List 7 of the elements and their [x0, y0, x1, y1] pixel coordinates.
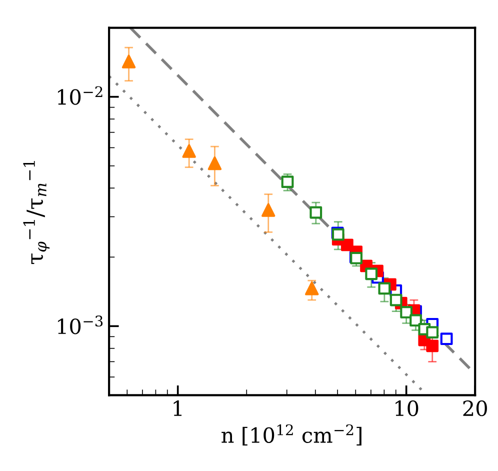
y-axis-title: τ$_{φ}$$^{−1}$/τ$_{m}$$^{−1}$	[23, 161, 50, 264]
x-tick-label: 1	[174, 400, 182, 416]
y-tick-label: 10$^{−2}$	[58, 86, 102, 105]
x-tick-label: 20	[463, 400, 487, 416]
x-axis-title: n [10$^{12}$ cm$^{−2}$]	[222, 424, 362, 446]
y-tick-label: 10$^{−3}$	[58, 316, 103, 334]
x-tick-label: 10	[396, 400, 418, 416]
